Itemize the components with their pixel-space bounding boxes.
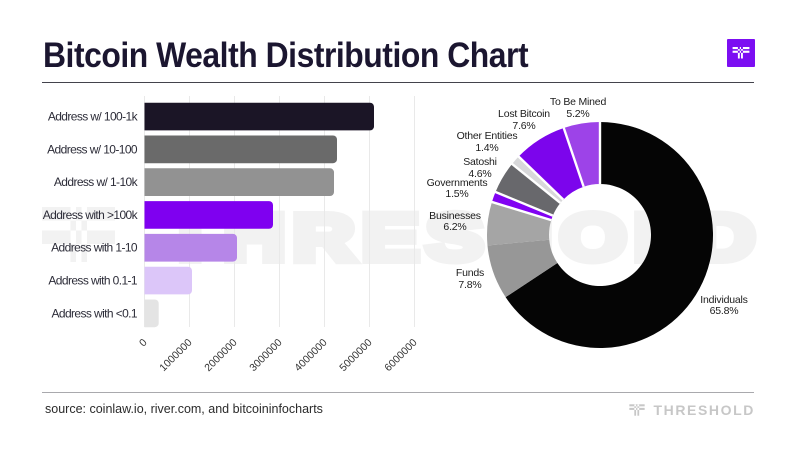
- svg-text:5000000: 5000000: [337, 337, 375, 375]
- svg-text:Address w/ 100-1k: Address w/ 100-1k: [48, 110, 139, 124]
- svg-text:Address w/ 1-10k: Address w/ 1-10k: [54, 175, 139, 189]
- svg-text:Address w/ 10-100: Address w/ 10-100: [47, 142, 138, 156]
- svg-text:Address with 0.1-1: Address with 0.1-1: [48, 274, 138, 288]
- svg-text:4000000: 4000000: [292, 337, 330, 375]
- svg-text:Address with >100k: Address with >100k: [43, 208, 139, 222]
- svg-text:6000000: 6000000: [382, 337, 420, 375]
- svg-text:3000000: 3000000: [247, 337, 285, 375]
- svg-text:2000000: 2000000: [202, 337, 240, 375]
- svg-text:Address with <0.1: Address with <0.1: [51, 306, 137, 320]
- svg-text:1000000: 1000000: [157, 337, 195, 375]
- svg-text:Address with 1-10: Address with 1-10: [51, 241, 138, 255]
- svg-text:0: 0: [137, 337, 150, 350]
